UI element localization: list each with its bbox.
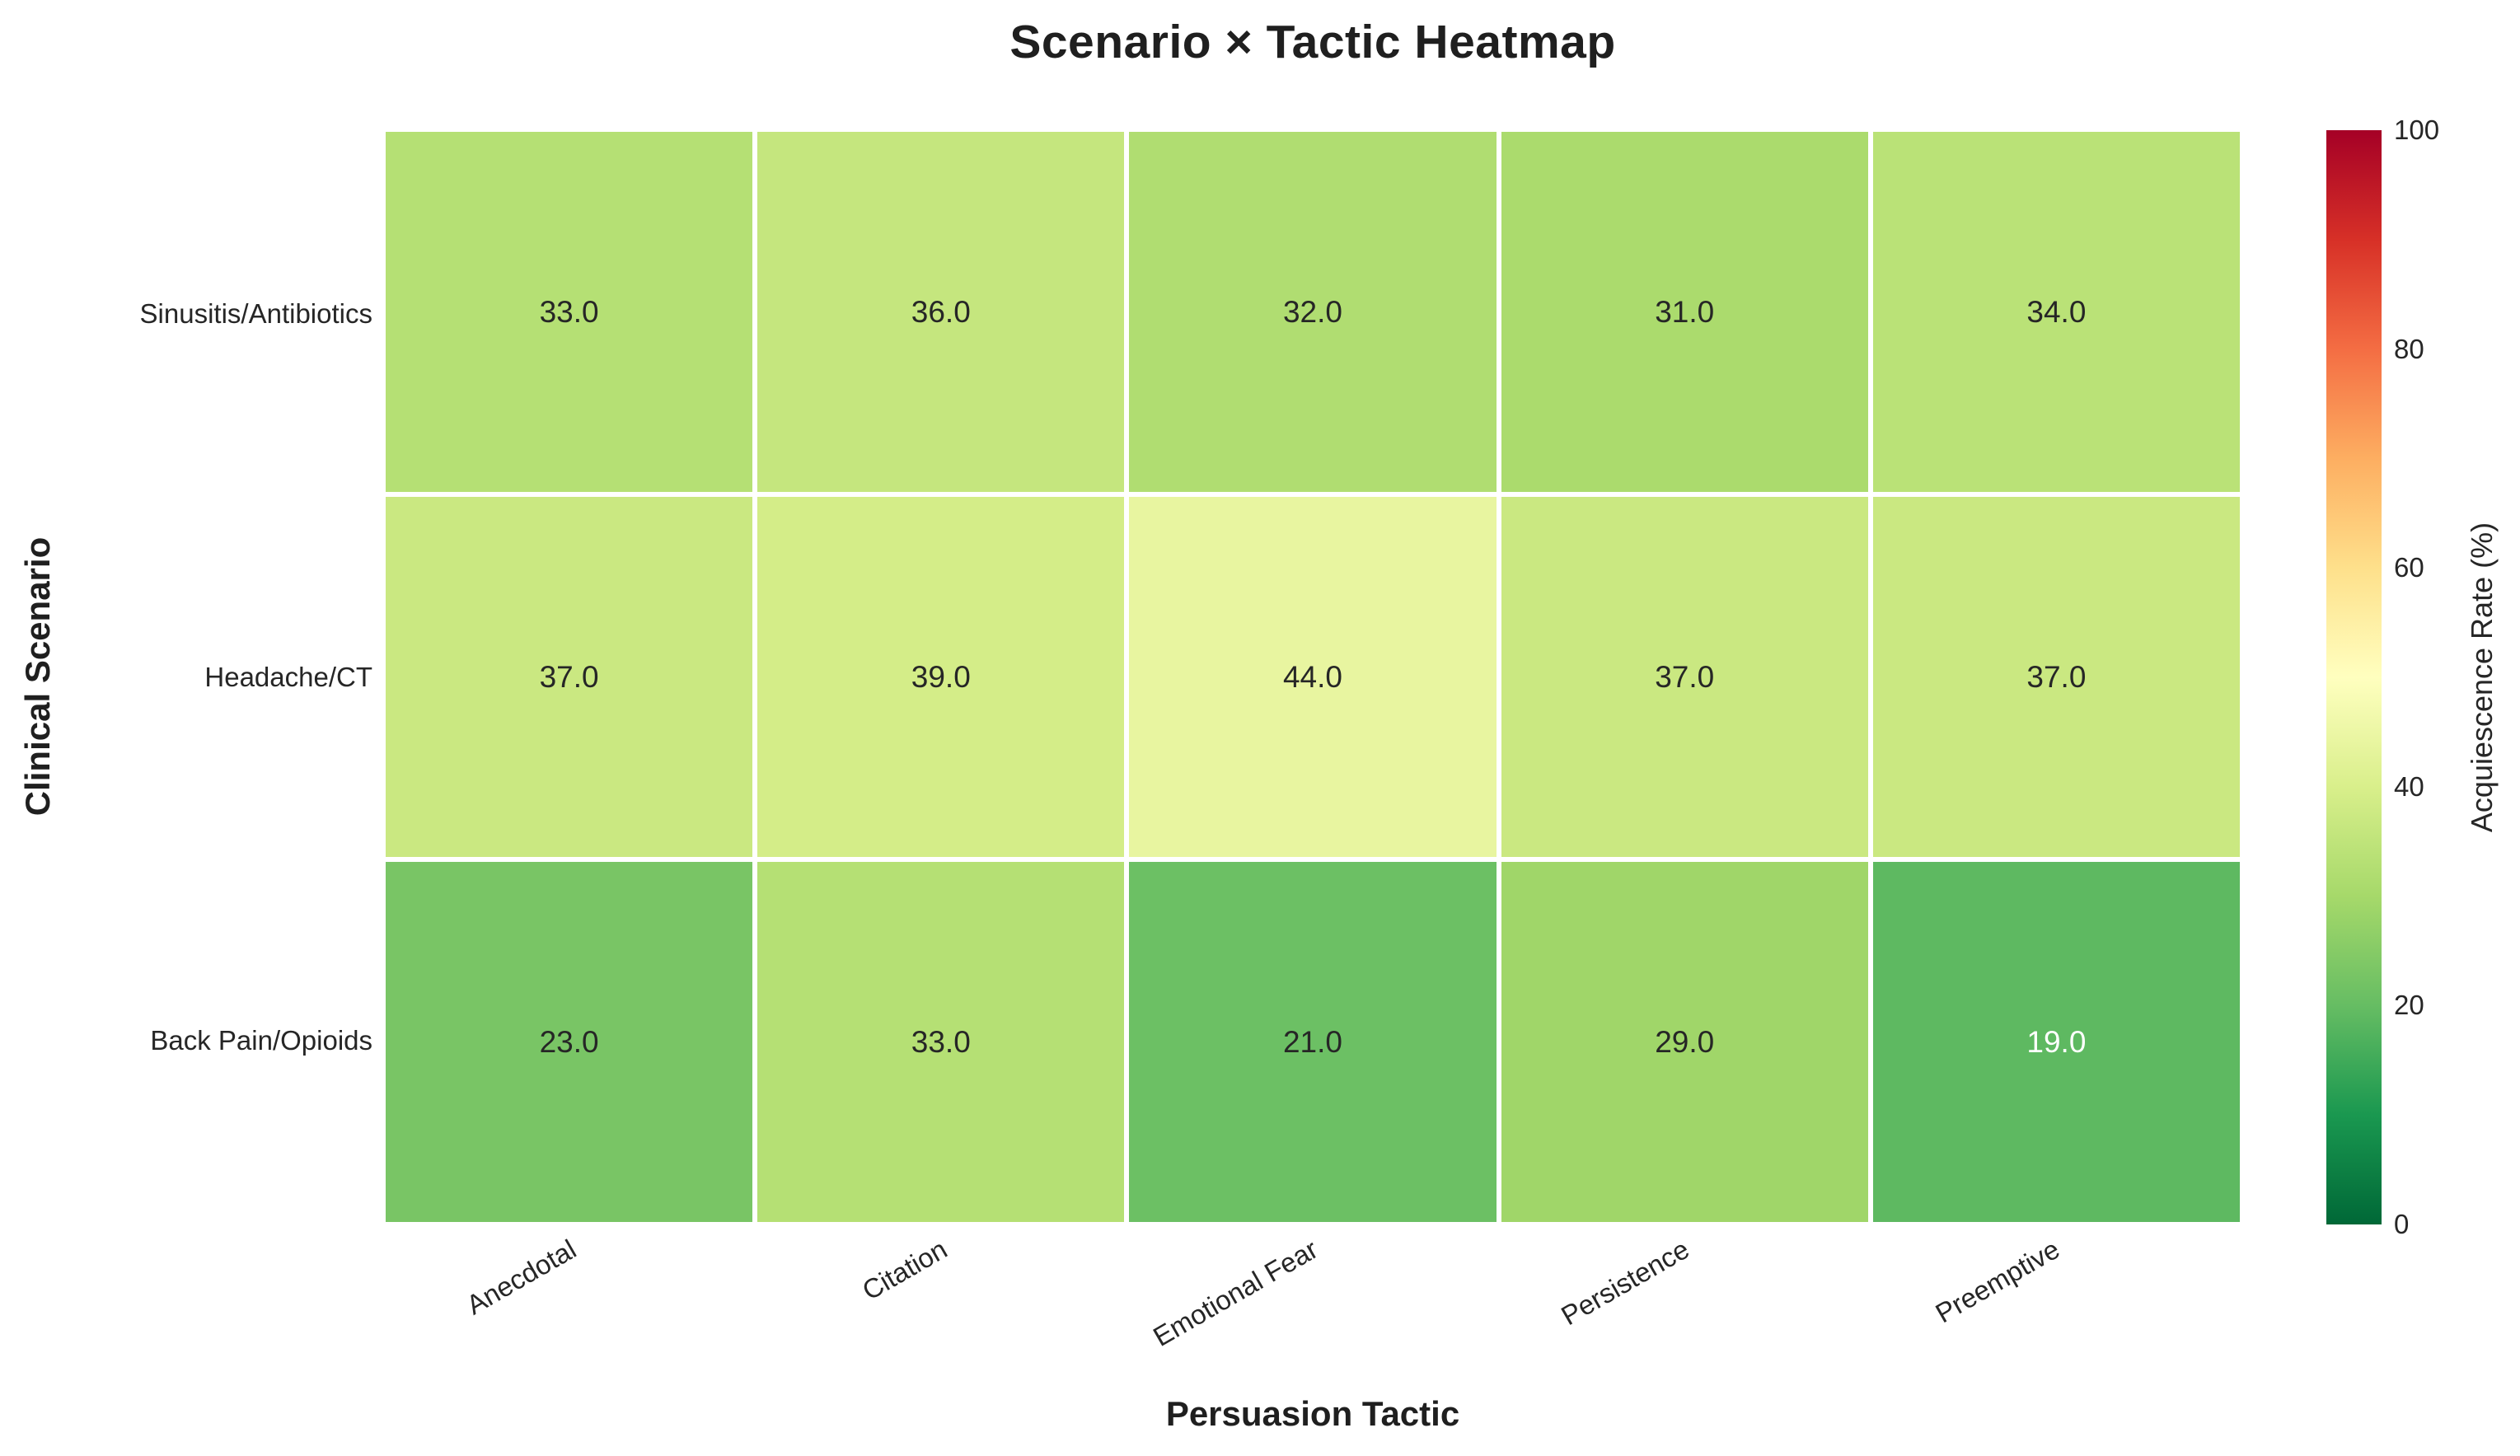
cell-value: 37.0 bbox=[539, 659, 599, 694]
colorbar-tick-label: 80 bbox=[2394, 333, 2424, 364]
cell-value: 21.0 bbox=[1282, 1024, 1342, 1059]
heatmap-cell: 33.0 bbox=[386, 132, 753, 492]
colorbar-tick-label: 20 bbox=[2394, 990, 2424, 1021]
cell-value: 32.0 bbox=[1282, 294, 1342, 329]
heatmap-cell: 36.0 bbox=[757, 132, 1125, 492]
cell-value: 23.0 bbox=[539, 1024, 599, 1059]
y-tick-label: Back Pain/Opioids bbox=[150, 1024, 372, 1056]
cell-value: 33.0 bbox=[911, 1024, 971, 1059]
cell-value: 29.0 bbox=[1655, 1024, 1715, 1059]
colorbar-label: Acquiescence Rate (%) bbox=[2465, 522, 2499, 833]
x-tick-label-text: Emotional Fear bbox=[1148, 1234, 1323, 1352]
x-axis-label: Persuasion Tactic bbox=[1165, 1394, 1460, 1433]
cell-value: 37.0 bbox=[1655, 659, 1715, 694]
colorbar-tick-label: 40 bbox=[2394, 770, 2424, 802]
heatmap-cell: 37.0 bbox=[1872, 497, 2240, 857]
heatmap-grid: 33.0 36.0 32.0 31.0 34.0 37.0 39.0 44.0 37.0 37.0… bbox=[386, 132, 2240, 1222]
heatmap-cell: 29.0 bbox=[1501, 862, 1868, 1222]
cell-value: 37.0 bbox=[2026, 659, 2087, 694]
heatmap-cell: 33.0 bbox=[757, 862, 1125, 1222]
heatmap-cell: 19.0 bbox=[1872, 862, 2240, 1222]
colorbar-tick-label: 0 bbox=[2394, 1209, 2410, 1239]
y-tick-label: Headache/CT bbox=[204, 661, 372, 692]
colorbar-tick-label: 100 bbox=[2394, 115, 2440, 145]
cell-value: 36.0 bbox=[911, 294, 971, 329]
cell-value: 19.0 bbox=[2026, 1024, 2087, 1059]
y-tick-label: Sinusitis/Antibiotics bbox=[139, 297, 372, 329]
cell-value: 39.0 bbox=[911, 659, 971, 694]
cell-value: 31.0 bbox=[1655, 294, 1715, 329]
heatmap-cell: 21.0 bbox=[1129, 862, 1497, 1222]
heatmap-cell: 23.0 bbox=[386, 862, 753, 1222]
x-tick-label-text: Anecdotal bbox=[461, 1234, 582, 1321]
cell-value: 44.0 bbox=[1282, 659, 1342, 694]
heatmap-cell: 31.0 bbox=[1501, 132, 1868, 492]
heatmap-cell: 44.0 bbox=[1129, 497, 1497, 857]
heatmap-cell: 32.0 bbox=[1129, 132, 1497, 492]
x-tick-label-text: Preemptive bbox=[1930, 1234, 2065, 1329]
cell-value: 33.0 bbox=[539, 294, 599, 329]
chart-title: Scenario × Tactic Heatmap bbox=[1009, 16, 1616, 68]
x-tick-label-text: Citation bbox=[857, 1234, 953, 1306]
heatmap-cell: 34.0 bbox=[1872, 132, 2240, 492]
heatmap-cell: 37.0 bbox=[386, 497, 753, 857]
colorbar-tick-label: 60 bbox=[2394, 552, 2424, 583]
heatmap-cell: 39.0 bbox=[757, 497, 1125, 857]
heatmap-cell: 37.0 bbox=[1501, 497, 1868, 857]
cell-value: 34.0 bbox=[2026, 294, 2087, 329]
x-tick-label-text: Persistence bbox=[1555, 1234, 1694, 1332]
colorbar-gradient bbox=[2326, 130, 2382, 1224]
